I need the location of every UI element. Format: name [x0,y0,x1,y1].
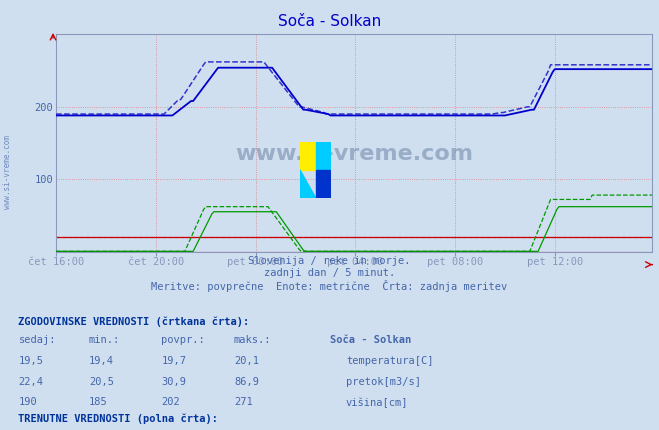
Text: 19,5: 19,5 [18,356,43,366]
Text: Slovenija / reke in morje.: Slovenija / reke in morje. [248,256,411,266]
Text: 271: 271 [234,397,252,407]
Text: 20,5: 20,5 [89,377,114,387]
Bar [316,170,331,198]
Text: www.si-vreme.com: www.si-vreme.com [3,135,13,209]
Text: www.si-vreme.com: www.si-vreme.com [235,144,473,164]
Text: 190: 190 [18,397,37,407]
Bar [316,142,331,170]
Text: 20,1: 20,1 [234,356,259,366]
Text: 19,7: 19,7 [161,356,186,366]
Text: 185: 185 [89,397,107,407]
Text: Soča - Solkan: Soča - Solkan [330,335,411,345]
Text: višina[cm]: višina[cm] [346,397,409,408]
Text: 19,4: 19,4 [89,356,114,366]
Text: 22,4: 22,4 [18,377,43,387]
Text: temperatura[C]: temperatura[C] [346,356,434,366]
Bar [300,142,316,170]
Text: min.:: min.: [89,335,120,345]
Text: pretok[m3/s]: pretok[m3/s] [346,377,421,387]
Text: povpr.:: povpr.: [161,335,205,345]
Text: 86,9: 86,9 [234,377,259,387]
Text: Meritve: povprečne  Enote: metrične  Črta: zadnja meritev: Meritve: povprečne Enote: metrične Črta:… [152,280,507,292]
Polygon shape [300,170,316,198]
Text: maks.:: maks.: [234,335,272,345]
Text: sedaj:: sedaj: [18,335,56,345]
Text: TRENUTNE VREDNOSTI (polna črta):: TRENUTNE VREDNOSTI (polna črta): [18,414,218,424]
Text: ZGODOVINSKE VREDNOSTI (črtkana črta):: ZGODOVINSKE VREDNOSTI (črtkana črta): [18,316,250,326]
Text: zadnji dan / 5 minut.: zadnji dan / 5 minut. [264,268,395,278]
Text: 30,9: 30,9 [161,377,186,387]
Text: Soča - Solkan: Soča - Solkan [278,14,381,29]
Text: 202: 202 [161,397,180,407]
